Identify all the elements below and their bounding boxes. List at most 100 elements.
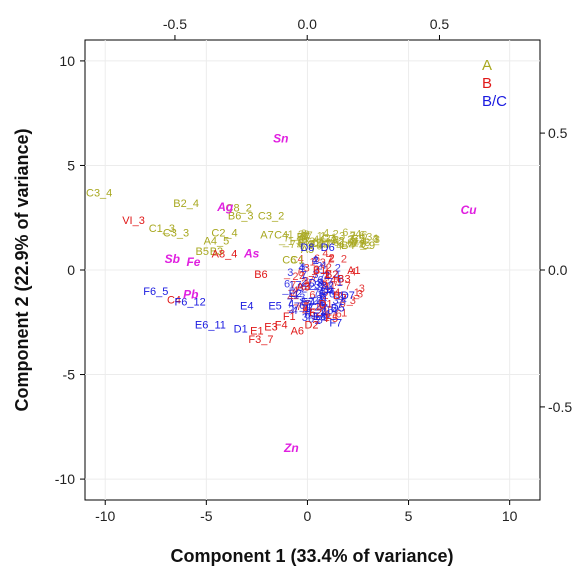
cluster-glyph: 3 [317,315,323,327]
cluster-glyph: 3 [314,279,320,291]
cluster-glyph: 7 [308,301,314,313]
cluster-glyph: _ [287,279,295,291]
legend: ABB/C [482,57,507,110]
grid-layer [85,40,540,500]
cluster-glyph: _ [278,234,286,246]
cluster-glyph: 2 [301,276,307,288]
point-label: F7 [329,317,342,329]
cluster-glyph: 4 [287,292,293,304]
point-label: C2_4 [211,227,237,239]
cluster-glyph: _ [351,229,359,241]
cluster-glyph: 7 [303,300,309,312]
cluster-glyph: 3 [320,286,326,298]
cluster-glyph: 3 [302,312,308,324]
cluster-glyph: 6 [325,309,331,321]
point-label: C2 [311,238,325,250]
cluster-glyph: 1 [317,289,323,301]
y-tick-label: 10 [59,53,75,69]
point-label: C1 [290,255,304,267]
cluster-glyph: 3 [301,228,307,240]
cluster-glyph: 4 [312,255,318,267]
cluster-glyph: 4 [321,294,327,306]
cluster-glyph: _ [325,229,333,241]
cluster-glyph: 4 [336,240,342,252]
point-label: D2 [304,319,318,331]
cluster-glyph: 2 [301,284,307,296]
cluster-glyph: 4 [292,305,298,317]
cluster-glyph: 1 [288,229,294,241]
point-label: C4 [274,229,288,241]
point-label: B5 [196,246,209,258]
cluster-glyph: 6 [299,300,305,312]
point-label: C4 [167,294,181,306]
cluster-glyph: 1 [325,238,331,250]
cluster-glyph: 2 [321,306,327,318]
cluster-glyph: 4 [306,239,312,251]
top-x-tick-label: -0.5 [163,16,187,32]
cluster-glyph: 4 [298,254,304,266]
cluster-glyph: 2 [324,270,330,282]
y-tick-label: -10 [55,471,75,487]
cluster-glyph: 1 [320,230,326,242]
cluster-glyph: _ [313,311,321,323]
cluster-glyph: 4 [338,293,344,305]
x-axis-title: Component 1 (33.4% of variance) [170,546,453,566]
cluster-glyph: 3 [299,261,305,273]
cluster-glyph: 4 [372,233,378,245]
cluster-glyph: 2 [347,234,353,246]
legend-entry: B [482,75,492,92]
cluster-glyph: 6 [336,309,342,321]
cluster-glyph: 1 [325,310,331,322]
cluster-glyph: 2 [322,290,328,302]
cluster-glyph: 3 [296,236,302,248]
cluster-glyph: _ [359,238,367,250]
cluster-glyph: 6 [329,288,335,300]
right-y-tick-label: 0.0 [548,262,568,278]
cluster-glyph: _ [364,237,372,249]
cluster-glyph: 4 [330,274,336,286]
point-label: E3 [264,321,277,333]
point-label: C1_3 [149,223,175,235]
point-label: C3_3 [163,227,189,239]
cluster-glyph: 1 [330,280,336,292]
cluster-glyph: 1 [324,268,330,280]
cluster-glyph: 3 [312,269,318,281]
cluster-glyph: _ [341,284,349,296]
point-label: E8 [313,311,326,323]
cluster-glyph: 3 [374,234,380,246]
cluster-glyph: 1 [331,232,337,244]
cluster-glyph: 1 [354,287,360,299]
point-label: A7 [260,229,273,241]
cluster-glyph: 6 [327,305,333,317]
cluster-glyph: 1 [331,235,337,247]
cluster-glyph: _ [352,288,360,300]
cluster-glyph: 6 [297,238,303,250]
cluster-glyph: 4 [292,289,298,301]
point-label: C8_2 [226,202,252,214]
point-label: D6 [321,242,335,254]
cluster-glyph: 4 [327,285,333,297]
x-tick-label: -5 [200,508,213,524]
x-tick-label: 5 [405,508,413,524]
y-tick-label: 0 [67,262,75,278]
cluster-glyph: 7 [322,302,328,314]
cluster-glyph: 3 [297,282,303,294]
cluster-glyph: 3 [333,235,339,247]
point-label: B6_3 [228,211,254,223]
cluster-glyph: 4 [350,266,356,278]
variable-label: Sn [273,132,288,146]
cluster-glyph: _ [300,256,308,268]
cluster-glyph: 1 [310,296,316,308]
cluster-glyph: 3 [312,311,318,323]
cluster-glyph: 3 [306,300,312,312]
cluster-glyph: 2 [349,234,355,246]
cluster-glyph: 6 [317,274,323,286]
point-label: D5 [331,303,345,315]
cluster-glyph: 3 [304,280,310,292]
point-label: A6 [291,326,304,338]
cluster-glyph: 7 [350,230,356,242]
variable-label: Pb [183,288,198,302]
point-label: E5 [268,301,281,313]
y-tick-label: -5 [63,367,76,383]
cluster-glyph: 6 [320,300,326,312]
